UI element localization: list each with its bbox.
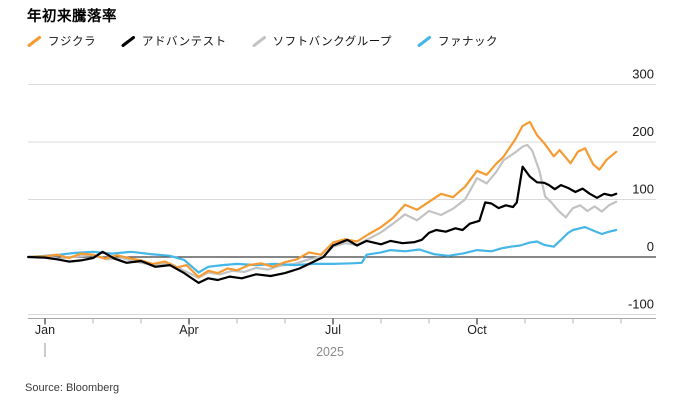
legend-item-fanuc: ファナック xyxy=(417,33,498,49)
y-axis-label-200: 200 xyxy=(632,124,654,139)
y-axis-label-300: 300 xyxy=(632,67,654,82)
legend-item-advantest: アドバンテスト xyxy=(121,33,227,49)
y-axis-label-100: 100 xyxy=(632,182,654,197)
legend-marker-icon xyxy=(27,35,41,47)
slash-icon xyxy=(252,35,266,47)
source-attribution: Source: Bloomberg xyxy=(25,382,120,394)
series-line-fanuc xyxy=(27,226,618,274)
x-axis-label-oct: Oct xyxy=(467,323,487,337)
legend-label: ソフトバンクグループ xyxy=(272,36,393,48)
y-axis-label-0: 0 xyxy=(647,239,654,254)
x-axis-label-jul: Jul xyxy=(325,323,341,337)
legend-label: アドバンテスト xyxy=(142,36,227,48)
legend-marker-icon xyxy=(121,35,135,47)
slash-icon xyxy=(417,35,432,47)
series-line-advantest xyxy=(27,165,618,284)
slash-icon xyxy=(27,35,41,47)
legend-marker-icon xyxy=(252,35,266,47)
slash-icon xyxy=(121,35,135,47)
legend-item-fujikura: フジクラ xyxy=(27,33,96,49)
legend-marker-icon xyxy=(417,35,432,47)
x-axis-label-apr: Apr xyxy=(179,323,198,337)
legend-label: ファナック xyxy=(438,36,499,48)
legend-label: フジクラ xyxy=(48,36,96,48)
y-axis-label--100: -100 xyxy=(628,297,654,312)
chart-title: 年初来騰落率 xyxy=(27,9,117,25)
legend-item-softbank-group: ソフトバンクグループ xyxy=(252,33,392,49)
x-axis-label-jan: Jan xyxy=(35,323,55,337)
year-label: 2025 xyxy=(316,345,344,359)
legend: フジクラ アドバンテスト ソフトバンクグループ ファナック xyxy=(27,33,498,49)
